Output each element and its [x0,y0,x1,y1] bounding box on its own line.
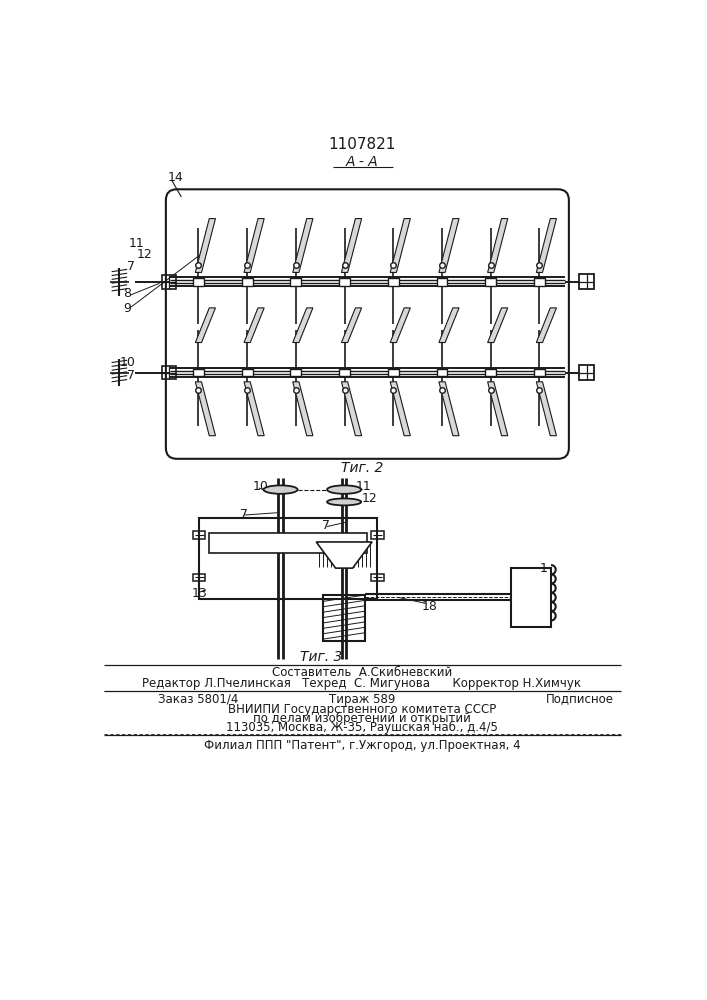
Polygon shape [195,382,216,436]
Text: 7: 7 [240,508,247,521]
Bar [579,274,595,289]
Polygon shape [341,382,361,436]
Bar [323,595,365,641]
Text: 113035, Москва, Ж-35, Раушская наб., д.4/5: 113035, Москва, Ж-35, Раушская наб., д.4… [226,721,498,734]
Text: по делам изобретений и открытий: по делам изобретений и открытий [253,712,471,725]
Text: Редактор Л.Пчелинская   Техред  С. Мигунова      Корректор Н.Химчук: Редактор Л.Пчелинская Техред С. Мигунова… [142,677,582,690]
Bar [388,369,399,376]
Polygon shape [390,382,410,436]
Polygon shape [488,219,508,272]
Polygon shape [488,308,508,343]
Text: А - А: А - А [346,155,378,169]
Ellipse shape [327,498,361,505]
Polygon shape [293,308,313,343]
Polygon shape [293,219,313,272]
Ellipse shape [327,485,361,494]
Bar [162,275,176,289]
Text: 9: 9 [123,302,131,315]
Polygon shape [537,308,556,343]
Bar [485,369,496,376]
Bar [371,531,384,539]
Text: ВНИИПИ Государственного комитета СССР: ВНИИПИ Государственного комитета СССР [228,703,496,716]
Bar [339,278,350,286]
Bar [339,369,350,376]
Text: Составитель  А.Скибневский: Составитель А.Скибневский [271,666,452,679]
Bar [579,365,595,380]
Polygon shape [439,308,459,343]
Text: 11: 11 [129,237,144,250]
Text: 7: 7 [127,369,135,382]
Bar [193,278,204,286]
Polygon shape [439,382,459,436]
Bar [291,369,301,376]
Text: 1107821: 1107821 [328,137,396,152]
Text: 11: 11 [356,480,371,493]
Text: 14: 14 [168,171,183,184]
Bar [371,574,384,581]
Bar [388,278,399,286]
Bar [510,568,551,627]
Text: 8: 8 [123,287,132,300]
Bar [534,278,545,286]
Polygon shape [293,382,313,436]
Text: 10: 10 [252,480,269,493]
Bar [193,531,206,539]
Bar [436,278,448,286]
Bar [291,278,301,286]
Text: Подписное: Подписное [546,693,614,706]
Text: Заказ 5801/4: Заказ 5801/4 [158,693,238,706]
Polygon shape [244,308,264,343]
Text: 10: 10 [119,356,135,369]
Bar [485,278,496,286]
Text: Τиг. 3: Τиг. 3 [300,650,342,664]
Polygon shape [488,382,508,436]
Bar [199,518,378,599]
Polygon shape [195,219,216,272]
Bar [162,366,176,379]
Polygon shape [537,219,556,272]
Text: 13: 13 [192,587,207,600]
Polygon shape [390,308,410,343]
Bar [193,574,206,581]
Text: 12: 12 [362,492,378,505]
Bar [193,369,204,376]
Polygon shape [439,219,459,272]
Text: Тираж 589: Тираж 589 [329,693,395,706]
Text: 18: 18 [421,600,438,613]
Bar [436,369,448,376]
Polygon shape [195,308,216,343]
Text: 7: 7 [127,260,135,273]
Polygon shape [316,542,372,568]
Polygon shape [537,382,556,436]
Bar [534,369,545,376]
Text: 7: 7 [322,519,330,532]
Bar [242,278,252,286]
Text: Τиг. 2: Τиг. 2 [341,461,383,475]
Bar [242,369,252,376]
Polygon shape [341,219,361,272]
Polygon shape [390,219,410,272]
Text: 1: 1 [539,562,547,575]
Ellipse shape [264,485,298,494]
Text: 12: 12 [136,248,152,261]
Polygon shape [341,308,361,343]
Polygon shape [244,382,264,436]
Text: Филиал ППП "Патент", г.Ужгород, ул.Проектная, 4: Филиал ППП "Патент", г.Ужгород, ул.Проек… [204,739,520,752]
Polygon shape [244,219,264,272]
Bar [209,533,368,553]
